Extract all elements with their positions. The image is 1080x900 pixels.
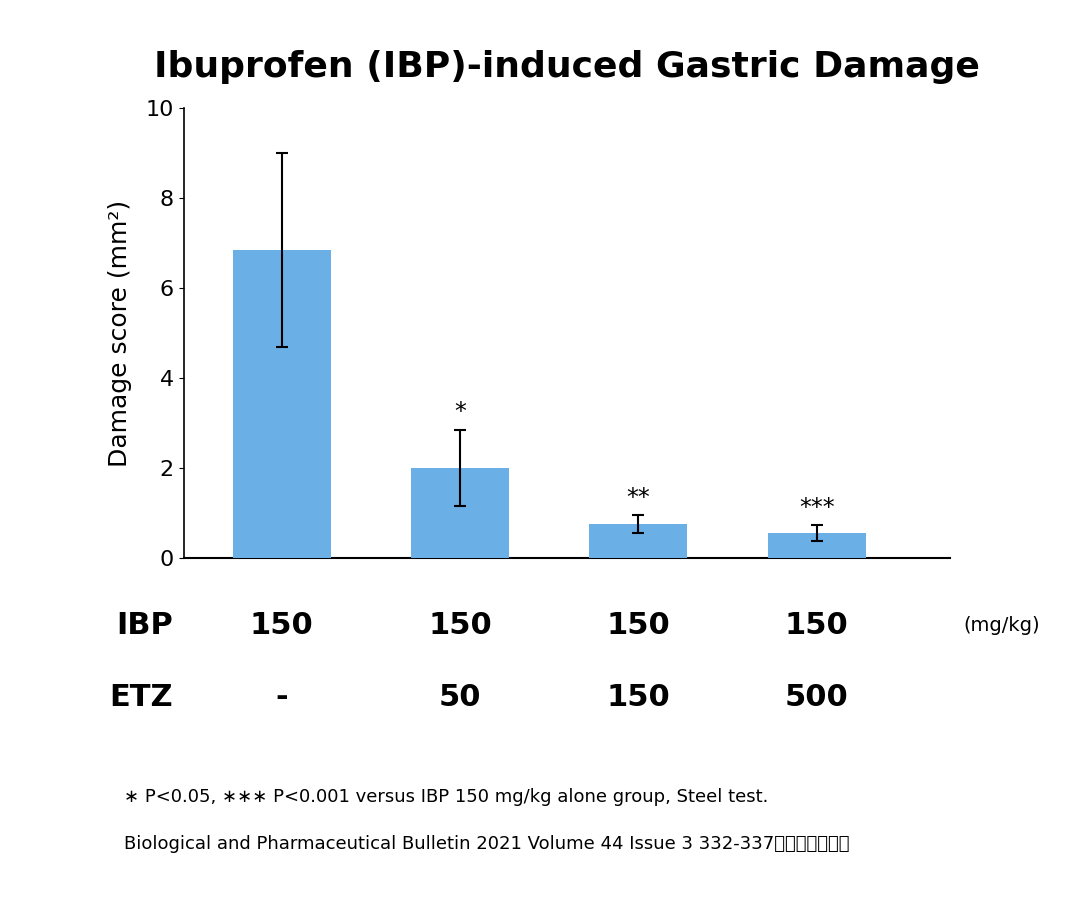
Text: 150: 150 [607, 611, 671, 640]
Text: 150: 150 [249, 611, 313, 640]
Bar [232, 249, 330, 558]
Text: 150: 150 [785, 611, 849, 640]
Text: 500: 500 [785, 683, 849, 712]
Text: 150: 150 [428, 611, 491, 640]
Bar [768, 533, 866, 558]
Text: (mg/kg): (mg/kg) [963, 616, 1040, 635]
Text: 50: 50 [438, 683, 482, 712]
Bar [590, 524, 687, 558]
Text: ∗ P<0.05, ∗∗∗ P<0.001 versus IBP 150 mg/kg alone group, Steel test.: ∗ P<0.05, ∗∗∗ P<0.001 versus IBP 150 mg/… [124, 788, 769, 806]
Bar [411, 468, 509, 558]
Title: Ibuprofen (IBP)-induced Gastric Damage: Ibuprofen (IBP)-induced Gastric Damage [154, 50, 980, 85]
Text: ***: *** [799, 496, 835, 520]
Text: *: * [454, 400, 465, 425]
Text: -: - [275, 683, 288, 712]
Text: Biological and Pharmaceutical Bulletin 2021 Volume 44 Issue 3 332-337　（一部改変）: Biological and Pharmaceutical Bulletin 2… [124, 835, 850, 853]
Y-axis label: Damage score (mm²): Damage score (mm²) [108, 200, 132, 466]
Text: 150: 150 [607, 683, 671, 712]
Text: IBP: IBP [116, 611, 173, 640]
Text: ETZ: ETZ [109, 683, 173, 712]
Text: **: ** [626, 486, 650, 509]
